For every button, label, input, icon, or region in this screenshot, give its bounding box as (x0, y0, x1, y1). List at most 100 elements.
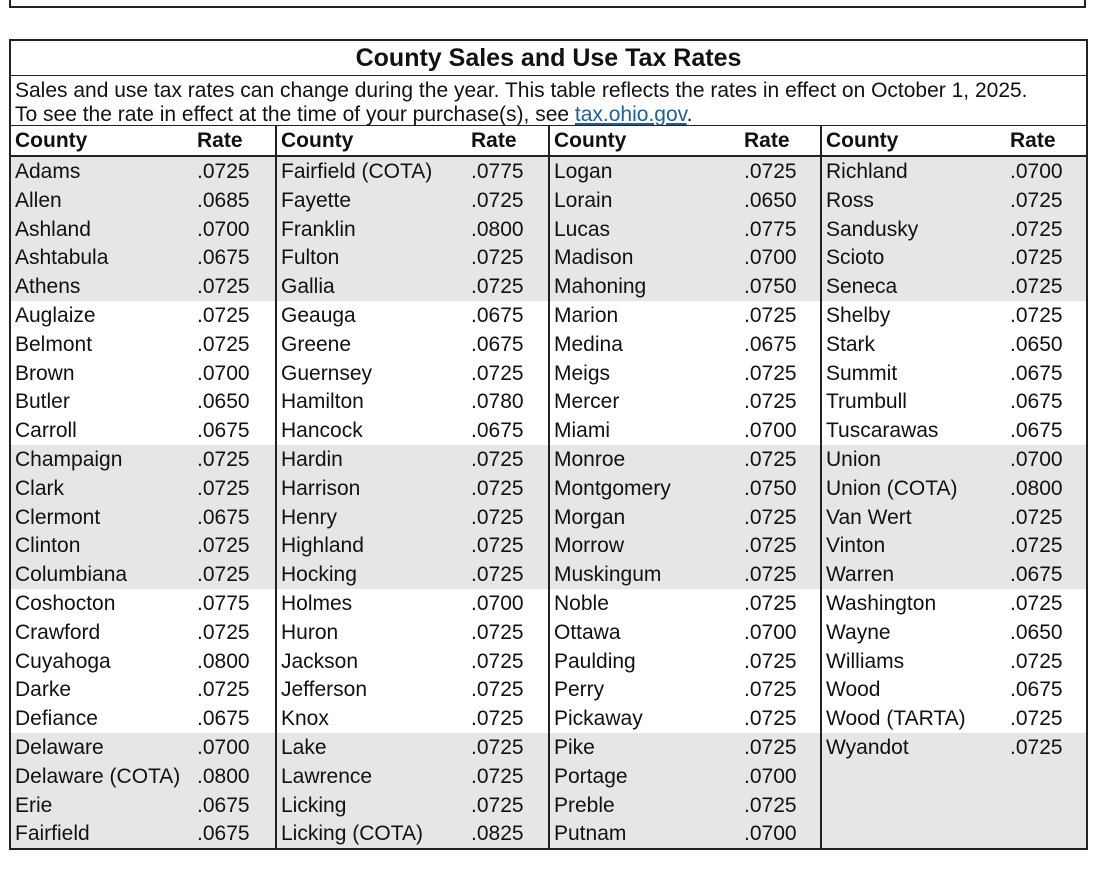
county-name: Greene (281, 332, 352, 356)
county-name: Champaign (15, 447, 123, 471)
county-rate: .0675 (471, 332, 524, 356)
county-rate: .0725 (1010, 217, 1063, 241)
county-name: Darke (15, 678, 72, 702)
county-name: Portage (554, 764, 628, 788)
county-name: Summit (826, 361, 898, 385)
county-rate: .0725 (471, 764, 524, 788)
county-rate: .0675 (1010, 678, 1063, 702)
county-rate: .0775 (744, 217, 797, 241)
table-row: Fairfield .0675 (11, 819, 275, 849)
county-column-4: County Rate Richland .0700 Ross .0725 Sandusky… (822, 126, 1086, 849)
table-row: Pickaway .0725 (550, 704, 820, 733)
table-row: Crawford .0725 (11, 618, 275, 647)
table-row: Wood (TARTA) .0725 (822, 704, 1086, 733)
intro-line-2-end: . (686, 103, 693, 126)
tax-ohio-link[interactable]: tax.ohio.gov (574, 103, 687, 126)
table-row: Meigs .0725 (550, 359, 820, 388)
table-row: Harrison .0725 (277, 473, 548, 503)
county-rate: .0725 (471, 188, 524, 212)
county-name: Crawford (15, 620, 101, 644)
county-name: Henry (281, 505, 338, 529)
table-row: Union (COTA) .0800 (822, 473, 1086, 503)
county-name: Meigs (554, 361, 611, 385)
county-rate: .0775 (197, 591, 250, 615)
county-name: Columbiana (15, 563, 128, 587)
county-rate: .0725 (1010, 649, 1063, 673)
county-rate: .0825 (471, 822, 524, 846)
county-rate: .0725 (471, 620, 524, 644)
county-rate: .0700 (1010, 160, 1063, 183)
county-name: Pickaway (554, 707, 643, 731)
table-row: Holmes .0700 (277, 589, 548, 618)
county-name: Paulding (554, 649, 636, 673)
table-row: Wood .0675 (822, 675, 1086, 704)
county-header: County (826, 129, 899, 152)
county-name: Williams (826, 649, 905, 673)
county-rate: .0725 (471, 735, 524, 759)
county-rate: .0725 (1010, 505, 1063, 529)
table-row: Pike .0725 (550, 732, 820, 762)
county-name: Shelby (826, 303, 891, 327)
county-rate: .0725 (197, 160, 250, 183)
county-rate: .0700 (744, 764, 797, 788)
county-name: Morgan (554, 505, 626, 529)
county-column-3: County Rate Logan .0725 Lorain .0650 Lucas .077… (550, 126, 822, 849)
table-row: Ottawa .0700 (550, 618, 820, 647)
county-rate: .0725 (471, 505, 524, 529)
table-row: Jackson .0725 (277, 647, 548, 676)
empty-row (822, 790, 1086, 820)
table-row: Preble .0725 (550, 790, 820, 820)
intro-line-2-text: To see the rate in effect at the time of… (15, 103, 575, 126)
county-name: Van Wert (826, 505, 912, 529)
table-row: Hocking .0725 (277, 560, 548, 589)
county-name: Ross (826, 188, 874, 212)
table-row: Summit .0675 (822, 359, 1086, 388)
county-rate: .0725 (197, 476, 250, 500)
county-rate: .0725 (471, 563, 524, 587)
county-rate: .0725 (1010, 275, 1063, 299)
county-name: Medina (554, 332, 623, 356)
county-name: Clinton (15, 534, 81, 558)
county-rate: .0725 (197, 303, 250, 327)
county-rate: .0725 (1010, 735, 1063, 759)
county-rate: .0775 (471, 160, 524, 183)
table-row: Richland .0700 (822, 157, 1086, 186)
county-name: Vinton (826, 534, 886, 558)
county-rate: .0675 (197, 419, 250, 443)
table-row: Licking .0725 (277, 790, 548, 820)
table-row: Paulding .0725 (550, 647, 820, 676)
table-row: Henry .0725 (277, 502, 548, 532)
county-name: Mahoning (554, 275, 647, 299)
table-row: Franklin .0800 (277, 214, 548, 244)
table-row: Hancock .0675 (277, 416, 548, 445)
table-row: Coshocton .0775 (11, 589, 275, 618)
county-rate: .0725 (471, 275, 524, 299)
county-rate: .0725 (1010, 591, 1063, 615)
table-row: Defiance .0675 (11, 704, 275, 733)
county-name: Holmes (281, 591, 353, 615)
table-row: Athens .0725 (11, 272, 275, 301)
county-name: Muskingum (554, 563, 662, 587)
county-header: County (281, 129, 354, 152)
county-rate: .0725 (744, 534, 797, 558)
county-rate: .0725 (744, 361, 797, 385)
table-row: Miami .0700 (550, 416, 820, 445)
county-name: Marion (554, 303, 619, 327)
county-tax-table: County Sales and Use Tax Rates Sales and… (9, 39, 1088, 851)
table-row: Fulton .0725 (277, 243, 548, 273)
county-name: Coshocton (15, 591, 116, 615)
table-row: Belmont .0725 (11, 330, 275, 359)
county-name: Hocking (281, 563, 357, 587)
table-row: Vinton .0725 (822, 531, 1086, 561)
table-row: Lorain .0650 (550, 185, 820, 215)
county-rate: .0725 (1010, 246, 1063, 270)
county-name: Richland (826, 160, 908, 183)
table-row: Morrow .0725 (550, 531, 820, 561)
county-rate: .0725 (197, 447, 250, 471)
county-rate: .0675 (197, 822, 250, 846)
table-row: Portage .0700 (550, 761, 820, 791)
county-name: Fairfield (COTA) (281, 160, 433, 183)
table-row: Noble .0725 (550, 589, 820, 618)
table-row: Wyandot .0725 (822, 732, 1086, 762)
table-row: Highland .0725 (277, 531, 548, 561)
